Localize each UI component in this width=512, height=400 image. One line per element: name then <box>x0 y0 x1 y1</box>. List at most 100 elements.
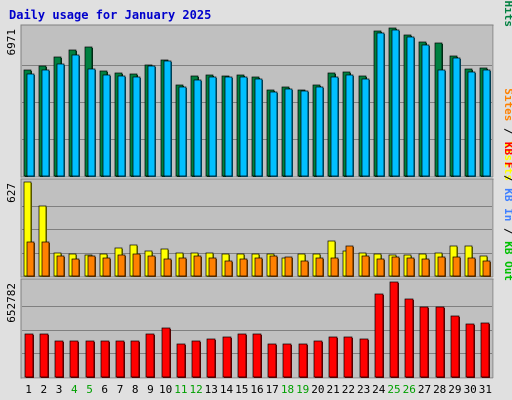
files-bar-day-20 <box>315 86 324 177</box>
panel-1-legend-label: Pages / Files / Hits <box>502 0 512 27</box>
files-bar-day-12 <box>193 79 202 177</box>
legend-text: KB Out <box>502 241 512 281</box>
files-bar-day-15 <box>239 76 248 177</box>
files-bar-day-18 <box>284 88 293 177</box>
x-tick-label: 7 <box>117 383 124 396</box>
files-bar-day-1 <box>26 73 35 177</box>
x-tick-label: 25 <box>387 383 400 396</box>
sites-bar-day-3 <box>56 255 65 277</box>
chart-panels: 6971 Pages / Files / Hits 627 Sites / Visit… <box>5 0 512 379</box>
files-bar-day-7 <box>117 75 126 177</box>
legend-text: / <box>502 0 512 1</box>
files-bar-day-25 <box>391 29 400 177</box>
sites-bar-day-23 <box>361 255 370 277</box>
files-bar-day-14 <box>224 76 233 177</box>
sites-bar-day-26 <box>406 257 415 277</box>
files-bar-day-16 <box>254 78 263 177</box>
x-tick-label: 28 <box>433 383 446 396</box>
files-bar-day-19 <box>300 90 309 177</box>
sites-bar-day-29 <box>452 256 461 277</box>
x-tick-label: 30 <box>464 383 477 396</box>
files-bar-day-30 <box>467 71 476 177</box>
sites-bar-day-7 <box>117 254 126 277</box>
panel-3: 652782 KB F / KB In / KB Out <box>5 142 512 379</box>
legend-text: / <box>502 168 512 188</box>
x-tick-label: 29 <box>448 383 461 396</box>
sites-bar-day-25 <box>391 256 400 277</box>
x-tick-label: 10 <box>159 383 172 396</box>
legend-text: KB F <box>502 142 512 169</box>
x-tick-label: 13 <box>205 383 218 396</box>
legend-text: / <box>502 121 512 141</box>
kb-f-bar-day-29 <box>450 315 460 378</box>
panel-3-legend-label: KB F / KB In / KB Out <box>502 142 512 281</box>
files-bar-day-9 <box>147 65 156 177</box>
legend-text: / <box>502 221 512 241</box>
kb-f-bar-day-5 <box>85 340 95 378</box>
sites-bar-day-18 <box>284 256 293 277</box>
x-tick-label: 31 <box>479 383 492 396</box>
sites-bar-day-2 <box>41 241 50 277</box>
x-tick-label: 21 <box>326 383 339 396</box>
files-bar-day-27 <box>421 44 430 177</box>
kb-f-bar-day-19 <box>298 343 308 378</box>
sites-bar-day-31 <box>482 260 491 277</box>
legend-text: KB In <box>502 188 512 221</box>
x-tick-label: 22 <box>342 383 355 396</box>
sites-bar-day-16 <box>254 257 263 277</box>
kb-f-bar-day-2 <box>39 333 49 378</box>
panel-2: 627 Sites / Visits <box>5 88 512 278</box>
x-tick-label: 17 <box>266 383 279 396</box>
files-bar-day-11 <box>178 86 187 177</box>
kb-f-bar-day-30 <box>465 323 475 378</box>
sites-bar-day-14 <box>224 260 233 277</box>
sites-bar-day-17 <box>269 255 278 277</box>
files-bar-day-6 <box>102 74 111 177</box>
kb-f-bar-day-12 <box>191 340 201 378</box>
kb-f-bar-day-23 <box>359 338 369 378</box>
x-tick-label: 5 <box>86 383 93 396</box>
x-tick-label: 15 <box>235 383 248 396</box>
kb-f-bar-day-18 <box>282 343 292 378</box>
kb-f-bar-day-11 <box>176 343 186 378</box>
kb-f-bar-day-20 <box>313 340 323 378</box>
panel-3-max-label: 652782 <box>5 283 18 323</box>
sites-bar-day-11 <box>178 257 187 277</box>
kb-f-bar-day-3 <box>54 340 64 378</box>
legend-text: Visits <box>502 141 512 181</box>
x-tick-label: 11 <box>174 383 187 396</box>
sites-bar-day-10 <box>163 258 172 277</box>
x-tick-label: 27 <box>418 383 431 396</box>
kb-f-bar-day-27 <box>419 306 429 378</box>
files-bar-day-2 <box>41 69 50 177</box>
kb-f-bar-day-31 <box>480 322 490 378</box>
panel-1-max-label: 6971 <box>5 29 18 56</box>
kb-f-bar-day-26 <box>404 298 414 378</box>
files-bar-day-29 <box>452 57 461 177</box>
sites-bar-day-5 <box>87 255 96 277</box>
kb-f-bar-day-9 <box>145 333 155 378</box>
x-tick-label: 4 <box>71 383 78 396</box>
files-bar-day-5 <box>87 68 96 177</box>
x-tick-label: 3 <box>56 383 63 396</box>
sites-bar-day-6 <box>102 257 111 277</box>
sites-bar-day-24 <box>376 258 385 277</box>
sites-bar-day-28 <box>437 256 446 277</box>
kb-f-bar-day-21 <box>328 336 338 378</box>
kb-f-bar-day-1 <box>24 333 34 378</box>
x-tick-label: 23 <box>357 383 370 396</box>
panel-1: 6971 Pages / Files / Hits <box>5 0 512 178</box>
files-bar-day-17 <box>269 91 278 177</box>
x-axis-labels: 1 2 3 4 5 6 7 8 9 10 11 12 13 14 15 16 17 18 19 20 21 22 23 24 2… <box>25 383 492 396</box>
sites-bar-day-13 <box>208 257 217 277</box>
sites-bar-day-27 <box>421 258 430 277</box>
kb-f-bar-day-6 <box>100 340 110 378</box>
kb-f-bar-day-28 <box>435 306 445 378</box>
sites-bar-day-8 <box>132 253 141 277</box>
panel-2-max-label: 627 <box>5 183 18 203</box>
x-tick-label: 16 <box>250 383 263 396</box>
sites-bar-day-12 <box>193 255 202 277</box>
sites-bar-day-21 <box>330 257 339 277</box>
